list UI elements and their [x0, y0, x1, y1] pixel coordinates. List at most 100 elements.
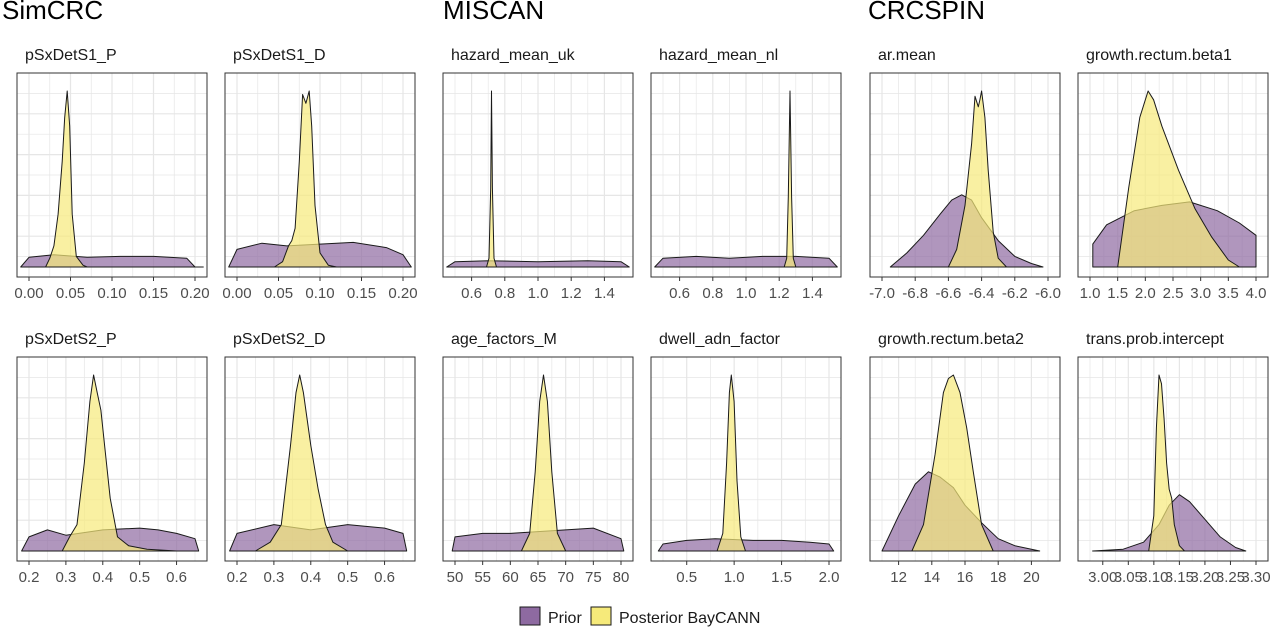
- panel-psxdets1-d-title: pSxDetS1_D: [233, 47, 326, 64]
- panel-age-factors-m-tick-label: 75: [585, 569, 602, 586]
- panel-psxdets1-d: pSxDetS1_D 0.00 0.05 0.10 0.15 0.20: [222, 47, 417, 302]
- panel-hazard-mean-uk: hazard_mean_uk 0.6 0.8 1.0 1.2 1.4: [442, 47, 634, 302]
- panel-psxdets2-p-tick-label: 0.2: [19, 569, 40, 586]
- panel-trans-prob-intercept-tick-label: 3.25: [1216, 569, 1245, 586]
- panel-psxdets2-d-tick-label: 0.5: [337, 569, 358, 586]
- panel-growth-rectum-beta2-tick-label: 20: [1023, 569, 1040, 586]
- group-title-crcspin: CRCSPIN: [868, 0, 985, 25]
- panel-psxdets1-p: pSxDetS1_P 0.00 0.05 0.10 0.15 0.20: [14, 47, 209, 302]
- panel-growth-rectum-beta2-tick-label: 16: [957, 569, 974, 586]
- legend-key-prior: [519, 606, 541, 626]
- panel-psxdets1-p-tick-label: 0.20: [180, 285, 209, 302]
- panel-psxdets2-d-frame: [224, 356, 416, 562]
- panel-psxdets2-p: pSxDetS2_P 0.2 0.3 0.4 0.5 0.6: [16, 331, 208, 586]
- facet-panels: pSxDetS1_P 0.00 0.05 0.10 0.15 0.20 pSxDetS1_D…: [14, 47, 1270, 586]
- panel-dwell-adn-factor-density-prior: [657, 538, 835, 552]
- panel-psxdets1-p-density-posterior-baycann: [45, 90, 88, 268]
- panel-psxdets1-d-tick-label: 0.00: [222, 285, 251, 302]
- panel-trans-prob-intercept-title: trans.prob.intercept: [1086, 331, 1224, 348]
- panel-dwell-adn-factor: dwell_adn_factor 0.5 1.0 1.5 2.0: [650, 331, 842, 586]
- panel-ar-mean-tick-label: -6.0: [1035, 285, 1061, 302]
- panel-psxdets1-p-tick-label: 0.00: [14, 285, 43, 302]
- panel-ar-mean-title: ar.mean: [878, 47, 936, 64]
- panel-trans-prob-intercept-tick-label: 3.15: [1165, 569, 1194, 586]
- panel-ar-mean: ar.mean -7.0 -6.8 -6.6 -6.4 -6.2 -6.0: [869, 47, 1061, 302]
- panel-psxdets2-p-tick-label: 0.5: [129, 569, 150, 586]
- panel-age-factors-m-tick-label: 70: [557, 569, 574, 586]
- panel-psxdets1-d-tick-label: 0.15: [347, 285, 376, 302]
- panel-ar-mean-tick-label: -6.8: [902, 285, 928, 302]
- panel-dwell-adn-factor-title: dwell_adn_factor: [659, 331, 781, 348]
- panel-psxdets2-p-density-posterior-baycann: [61, 374, 178, 552]
- panel-age-factors-m-title: age_factors_M: [451, 331, 557, 348]
- panel-trans-prob-intercept-tick-label: 3.05: [1114, 569, 1143, 586]
- panel-ar-mean-frame: [869, 72, 1061, 278]
- panel-age-factors-m-tick-label: 55: [474, 569, 491, 586]
- panel-psxdets1-p-tick-label: 0.05: [56, 285, 85, 302]
- panel-hazard-mean-uk-density-posterior-baycann: [486, 90, 497, 268]
- panel-psxdets1-d-density-posterior-baycann: [273, 90, 338, 268]
- panel-dwell-adn-factor-tick-label: 0.5: [676, 569, 697, 586]
- panel-age-factors-m-tick-label: 65: [530, 569, 547, 586]
- panel-age-factors-m-tick-label: 80: [613, 569, 630, 586]
- panel-psxdets2-p-tick-label: 0.4: [92, 569, 113, 586]
- panel-age-factors-m-tick-label: 50: [447, 569, 464, 586]
- panel-hazard-mean-nl: hazard_mean_nl 0.6 0.8 1.0 1.2 1.4: [650, 47, 842, 302]
- panel-age-factors-m-density-posterior-baycann: [520, 374, 567, 552]
- panel-dwell-adn-factor-tick-label: 1.0: [724, 569, 745, 586]
- panel-trans-prob-intercept-tick-label: 3.00: [1088, 569, 1117, 586]
- panel-ar-mean-tick-label: -7.0: [869, 285, 895, 302]
- panel-hazard-mean-uk-tick-label: 1.0: [528, 285, 549, 302]
- panel-growth-rectum-beta2: growth.rectum.beta2 12 14 16 18 20: [869, 331, 1061, 586]
- panel-growth-rectum-beta1-tick-label: 4.0: [1246, 285, 1267, 302]
- panel-psxdets2-p-tick-label: 0.6: [166, 569, 187, 586]
- panel-dwell-adn-factor-tick-label: 2.0: [819, 569, 840, 586]
- panel-psxdets2-d-density-posterior-baycann: [254, 374, 349, 552]
- panel-dwell-adn-factor-density-posterior-baycann: [716, 374, 746, 552]
- panel-psxdets1-d-tick-label: 0.10: [305, 285, 334, 302]
- panel-psxdets2-p-tick-label: 0.3: [55, 569, 76, 586]
- panel-hazard-mean-uk-tick-label: 1.2: [561, 285, 582, 302]
- panel-ar-mean-tick-label: -6.6: [935, 285, 961, 302]
- panel-growth-rectum-beta1-tick-label: 1.5: [1107, 285, 1128, 302]
- panel-growth-rectum-beta1-tick-label: 2.5: [1163, 285, 1184, 302]
- panel-dwell-adn-factor-tick-label: 1.5: [771, 569, 792, 586]
- group-title-miscan: MISCAN: [443, 0, 544, 25]
- panel-hazard-mean-nl-tick-label: 0.8: [702, 285, 723, 302]
- panel-psxdets2-p-frame: [16, 356, 208, 562]
- panel-growth-rectum-beta1: growth.rectum.beta1 1.0 1.5 2.0 2.5 3.0 3.5 4.0: [1077, 47, 1269, 302]
- panel-growth-rectum-beta1-tick-label: 1.0: [1080, 285, 1101, 302]
- panel-hazard-mean-uk-density-prior: [446, 260, 630, 268]
- panel-psxdets2-d-title: pSxDetS2_D: [233, 331, 326, 348]
- legend: Prior Posterior BayCANN: [519, 606, 760, 627]
- panel-ar-mean-tick-label: -6.4: [969, 285, 995, 302]
- panel-growth-rectum-beta2-tick-label: 14: [923, 569, 940, 586]
- panel-psxdets1-d-tick-label: 0.20: [388, 285, 417, 302]
- panel-trans-prob-intercept-tick-label: 3.20: [1190, 569, 1219, 586]
- panel-trans-prob-intercept: trans.prob.intercept 3.003.053.103.153.20…: [1077, 331, 1271, 586]
- panel-psxdets2-d-tick-label: 0.2: [227, 569, 248, 586]
- panel-psxdets2-d-tick-label: 0.6: [374, 569, 395, 586]
- panel-hazard-mean-uk-title: hazard_mean_uk: [451, 47, 576, 64]
- legend-key-posterior: [590, 606, 612, 626]
- panel-hazard-mean-nl-density-posterior-baycann: [783, 90, 797, 268]
- panel-psxdets2-p-title: pSxDetS2_P: [25, 331, 117, 348]
- panel-hazard-mean-nl-tick-label: 1.4: [802, 285, 823, 302]
- panel-growth-rectum-beta2-tick-label: 12: [890, 569, 907, 586]
- panel-growth-rectum-beta1-title: growth.rectum.beta1: [1086, 47, 1232, 64]
- panel-trans-prob-intercept-tick-label: 3.10: [1139, 569, 1168, 586]
- group-title-simcrc: SimCRC: [2, 0, 103, 25]
- panel-hazard-mean-nl-tick-label: 0.6: [669, 285, 690, 302]
- panel-hazard-mean-uk-tick-label: 1.4: [594, 285, 615, 302]
- panel-psxdets1-p-title: pSxDetS1_P: [25, 47, 117, 64]
- panel-trans-prob-intercept-frame: [1077, 356, 1269, 562]
- panel-ar-mean-tick-label: -6.2: [1002, 285, 1028, 302]
- panel-hazard-mean-nl-tick-label: 1.2: [769, 285, 790, 302]
- panel-growth-rectum-beta2-title: growth.rectum.beta2: [878, 331, 1024, 348]
- panel-psxdets2-d: pSxDetS2_D 0.2 0.3 0.4 0.5 0.6: [224, 331, 416, 586]
- panel-growth-rectum-beta2-tick-label: 18: [990, 569, 1007, 586]
- panel-trans-prob-intercept-tick-label: 3.30: [1241, 569, 1270, 586]
- panel-psxdets2-d-tick-label: 0.3: [263, 569, 284, 586]
- panel-age-factors-m: age_factors_M 50 55 60 65 70 75 80: [442, 331, 634, 586]
